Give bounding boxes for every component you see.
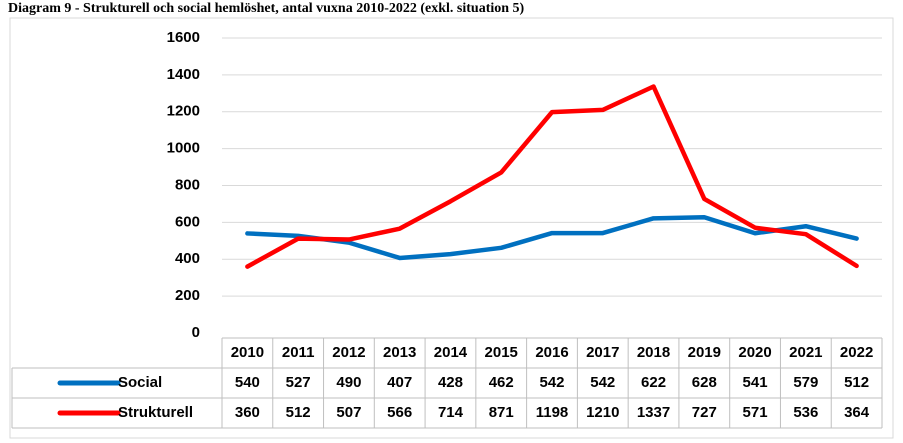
y-tick-label: 0 [192,324,200,341]
chart-title: Diagram 9 - Strukturell och social hemlö… [8,1,525,16]
y-tick-label: 800 [175,176,200,193]
table-value: 1210 [586,404,619,421]
x-tick-label: 2018 [637,344,670,361]
y-tick-label: 1200 [167,103,200,120]
table-value: 360 [235,404,260,421]
table-value: 512 [286,404,311,421]
x-tick-label: 2019 [688,344,721,361]
y-tick-label: 1600 [167,29,200,46]
table-value: 428 [438,374,463,391]
table-value: 727 [692,404,717,421]
chart-border [9,17,894,439]
x-tick-label: 2020 [738,344,771,361]
table-value: 536 [793,404,818,421]
table-value: 364 [844,404,870,421]
table-value: 540 [235,374,260,391]
x-tick-label: 2015 [485,344,518,361]
table-value: 566 [387,404,412,421]
table-value: 571 [743,404,768,421]
table-value: 579 [793,374,818,391]
table-value: 622 [641,374,666,391]
table-value: 542 [590,374,615,391]
table-value: 407 [387,374,412,391]
x-tick-label: 2010 [231,344,264,361]
y-tick-label: 1000 [167,140,200,157]
table-value: 541 [743,374,768,391]
table-value: 507 [336,404,361,421]
y-tick-label: 200 [175,287,200,304]
x-tick-label: 2021 [789,344,822,361]
x-tick-label: 2016 [535,344,568,361]
x-tick-label: 2013 [383,344,416,361]
x-tick-label: 2011 [282,344,315,361]
series-line [245,84,859,269]
table-value: 1337 [637,404,670,421]
table-value: 871 [489,404,514,421]
x-tick-label: 2022 [840,344,873,361]
y-tick-label: 600 [175,213,200,230]
legend-label: Social [118,374,162,391]
x-tick-label: 2014 [434,344,468,361]
x-tick-label: 2012 [332,344,365,361]
x-tick-label: 2017 [586,344,619,361]
table-value: 490 [336,374,361,391]
table-value: 512 [844,374,869,391]
table-value: 527 [286,374,311,391]
series-line [245,214,859,261]
table-value: 714 [438,404,464,421]
table-value: 628 [692,374,717,391]
y-tick-label: 400 [175,250,200,267]
y-tick-label: 1400 [167,66,200,83]
table-value: 1198 [536,404,569,421]
table-value: 542 [539,374,564,391]
legend-label: Strukturell [118,404,193,421]
table-value: 462 [489,374,514,391]
